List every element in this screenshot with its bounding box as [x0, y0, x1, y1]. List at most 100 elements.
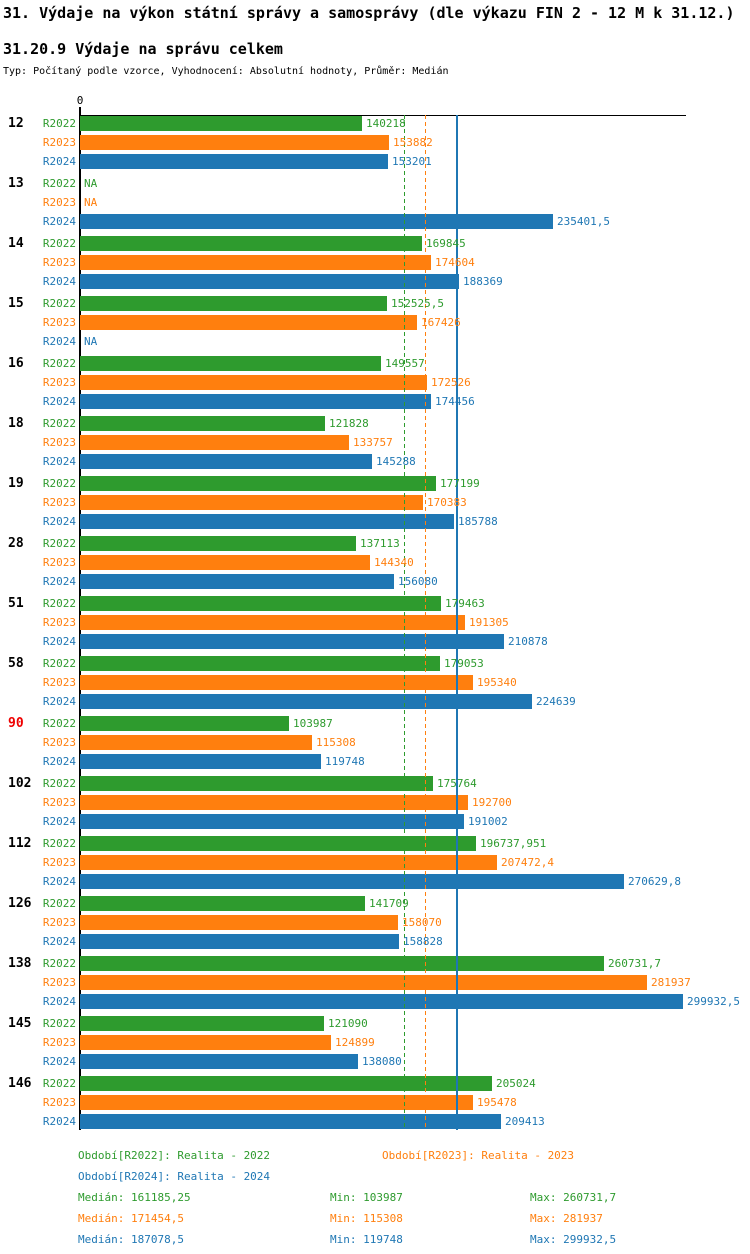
series-label-r2024: R2024 [42, 695, 76, 708]
chart-group-58: 58 R2022 179053 R2023 195340 R2024 224639 [0, 656, 750, 716]
series-label-r2024: R2024 [42, 455, 76, 468]
row-id-label-126: 126 [8, 896, 32, 911]
row-id-label-19: 19 [8, 476, 24, 491]
bar-value-14-r2022: 169845 [426, 237, 466, 250]
bar-51-r2022 [80, 596, 441, 611]
stat-max-r2024: Max: 299932,5 [530, 1233, 617, 1246]
x-axis-line [80, 115, 686, 116]
chart-group-13: 13 R2022 NA R2023 NA R2024 235401,5 [0, 176, 750, 236]
bar-value-146-r2022: 205024 [496, 1077, 536, 1090]
bar-value-16-r2024: 174456 [435, 395, 475, 408]
series-label-r2024: R2024 [42, 1055, 76, 1068]
bar-value-112-r2022: 196737,951 [480, 837, 547, 850]
bar-value-16-r2023: 172526 [431, 376, 471, 389]
bar-102-r2023 [80, 795, 468, 810]
series-label-r2023: R2023 [42, 856, 76, 869]
bar-value-146-r2024: 209413 [505, 1115, 545, 1128]
stat-max-r2023: Max: 281937 [530, 1212, 603, 1225]
bar-value-13-r2024: 235401,5 [557, 215, 610, 228]
report-title: 31. Výdaje na výkon státní správy a samo… [3, 4, 735, 22]
bar-value-102-r2024: 191002 [468, 815, 508, 828]
series-label-r2024: R2024 [42, 515, 76, 528]
series-label-r2024: R2024 [42, 335, 76, 348]
series-label-r2023: R2023 [42, 316, 76, 329]
indicator-title: 31.20.9 Výdaje na správu celkem [3, 40, 283, 58]
bar-90-r2022 [80, 716, 289, 731]
bar-value-51-r2024: 210878 [508, 635, 548, 648]
bar-value-18-r2022: 121828 [329, 417, 369, 430]
row-id-label-90: 90 [8, 716, 24, 731]
bar-126-r2024 [80, 934, 399, 949]
bar-value-102-r2022: 175764 [437, 777, 477, 790]
bar-value-12-r2022: 140218 [366, 117, 406, 130]
series-label-r2023: R2023 [42, 496, 76, 509]
stat-max-r2022: Max: 260731,7 [530, 1191, 617, 1204]
indicator-meta: Typ: Počítaný podle vzorce, Vyhodnocení:… [3, 66, 449, 77]
series-label-r2024: R2024 [42, 635, 76, 648]
bar-145-r2024 [80, 1054, 358, 1069]
series-label-r2024: R2024 [42, 215, 76, 228]
series-label-r2024: R2024 [42, 935, 76, 948]
chart-group-19: 19 R2022 177199 R2023 170383 R2024 185788 [0, 476, 750, 536]
bar-12-r2023 [80, 135, 389, 150]
bar-145-r2022 [80, 1016, 324, 1031]
bar-16-r2023 [80, 375, 427, 390]
row-id-label-15: 15 [8, 296, 24, 311]
bar-15-r2022 [80, 296, 387, 311]
series-label-r2022: R2022 [42, 837, 76, 850]
bar-16-r2022 [80, 356, 381, 371]
row-id-label-28: 28 [8, 536, 24, 551]
bar-28-r2023 [80, 555, 370, 570]
chart-group-126: 126 R2022 141709 R2023 158070 R2024 158828 [0, 896, 750, 956]
chart-group-18: 18 R2022 121828 R2023 133757 R2024 145288 [0, 416, 750, 476]
bar-112-r2023 [80, 855, 497, 870]
row-id-label-16: 16 [8, 356, 24, 371]
stat-median-r2022: Medián: 161185,25 [78, 1191, 191, 1204]
bar-value-28-r2023: 144340 [374, 556, 414, 569]
bar-value-126-r2022: 141709 [369, 897, 409, 910]
na-value-13-r2023: NA [84, 196, 98, 209]
bar-112-r2022 [80, 836, 476, 851]
stat-median-r2023: Medián: 171454,5 [78, 1212, 184, 1225]
median-line-r2023 [425, 115, 426, 1130]
series-label-r2023: R2023 [42, 736, 76, 749]
series-label-r2022: R2022 [42, 1077, 76, 1090]
bar-value-138-r2024: 299932,5 [687, 995, 740, 1008]
bar-138-r2024 [80, 994, 683, 1009]
bar-value-138-r2022: 260731,7 [608, 957, 661, 970]
bar-value-12-r2023: 153882 [393, 136, 433, 149]
bar-value-145-r2023: 124899 [335, 1036, 375, 1049]
na-value-13-r2022: NA [84, 177, 98, 190]
bar-value-19-r2024: 185788 [458, 515, 498, 528]
median-line-r2024 [456, 115, 458, 1130]
row-id-label-14: 14 [8, 236, 24, 251]
bar-value-18-r2024: 145288 [376, 455, 416, 468]
bar-28-r2022 [80, 536, 356, 551]
bar-value-90-r2024: 119748 [325, 755, 365, 768]
series-label-r2023: R2023 [42, 796, 76, 809]
series-label-r2022: R2022 [42, 117, 76, 130]
bar-58-r2023 [80, 675, 473, 690]
bar-146-r2022 [80, 1076, 492, 1091]
row-id-label-145: 145 [8, 1016, 32, 1031]
bar-value-51-r2022: 179463 [445, 597, 485, 610]
bar-102-r2022 [80, 776, 433, 791]
chart-group-112: 112 R2022 196737,951 R2023 207472,4 R2024 2706… [0, 836, 750, 896]
bar-value-112-r2023: 207472,4 [501, 856, 554, 869]
bar-16-r2024 [80, 394, 431, 409]
bar-90-r2023 [80, 735, 312, 750]
bar-102-r2024 [80, 814, 464, 829]
bar-value-14-r2023: 174604 [435, 256, 475, 269]
chart-group-51: 51 R2022 179463 R2023 191305 R2024 210878 [0, 596, 750, 656]
series-label-r2022: R2022 [42, 597, 76, 610]
series-label-r2022: R2022 [42, 297, 76, 310]
bar-15-r2023 [80, 315, 417, 330]
bar-value-28-r2022: 137113 [360, 537, 400, 550]
series-label-r2023: R2023 [42, 616, 76, 629]
series-label-r2022: R2022 [42, 237, 76, 250]
bar-51-r2024 [80, 634, 504, 649]
chart-group-12: 12 R2022 140218 R2023 153882 R2024 153201 [0, 116, 750, 176]
row-id-label-138: 138 [8, 956, 32, 971]
series-label-r2023: R2023 [42, 976, 76, 989]
